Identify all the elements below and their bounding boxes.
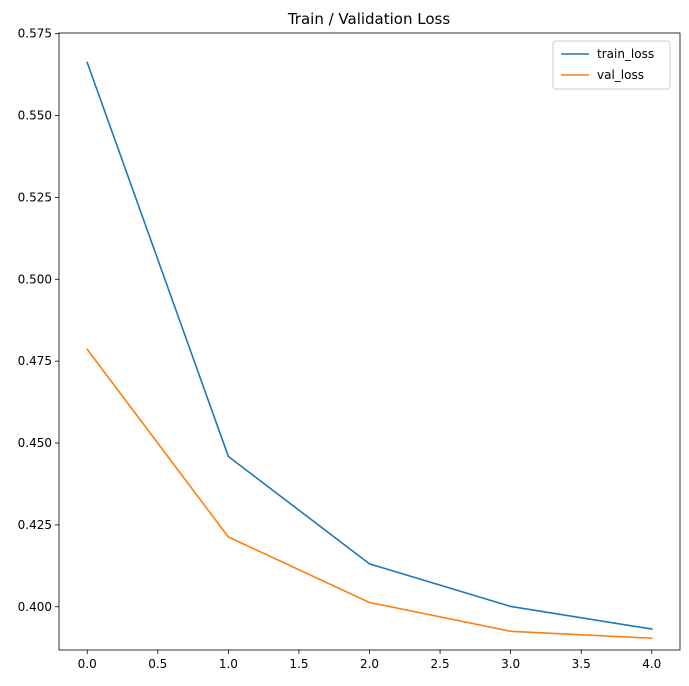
legend-label-train-loss: train_loss xyxy=(597,47,654,61)
legend-box xyxy=(552,40,671,90)
x-tick-label: 3.5 xyxy=(572,657,591,671)
series-line-val-loss xyxy=(86,348,653,640)
series-line-train-loss xyxy=(86,61,653,630)
legend: train_loss val_loss xyxy=(552,40,671,90)
y-tick-label: 0.450 xyxy=(18,436,52,450)
x-tick-label: 0.5 xyxy=(148,657,167,671)
axes: 0.0 0.5 1.0 1.5 2.0 2.5 3.0 3.5 4.0 0.400 0.425 0.4… xyxy=(18,27,681,671)
x-tick-label: 1.0 xyxy=(219,657,238,671)
y-tick-label: 0.575 xyxy=(18,27,52,41)
x-tick-label: 2.5 xyxy=(431,657,450,671)
plot-area xyxy=(86,61,653,640)
x-tick-label: 1.5 xyxy=(289,657,308,671)
x-tick-label: 2.0 xyxy=(360,657,379,671)
x-tick-label: 3.0 xyxy=(501,657,520,671)
y-tick-label: 0.475 xyxy=(18,354,52,368)
y-tick-label: 0.400 xyxy=(18,600,52,614)
chart-title: Train / Validation Loss xyxy=(287,10,451,28)
y-tick-label: 0.550 xyxy=(18,109,52,123)
x-tick-label: 0.0 xyxy=(78,657,97,671)
y-tick-label: 0.425 xyxy=(18,518,52,532)
x-tick-label: 4.0 xyxy=(642,657,661,671)
legend-label-val-loss: val_loss xyxy=(597,68,644,82)
y-tick-label: 0.500 xyxy=(18,272,52,286)
plot-frame xyxy=(58,32,681,651)
y-tick-label: 0.525 xyxy=(18,190,52,204)
